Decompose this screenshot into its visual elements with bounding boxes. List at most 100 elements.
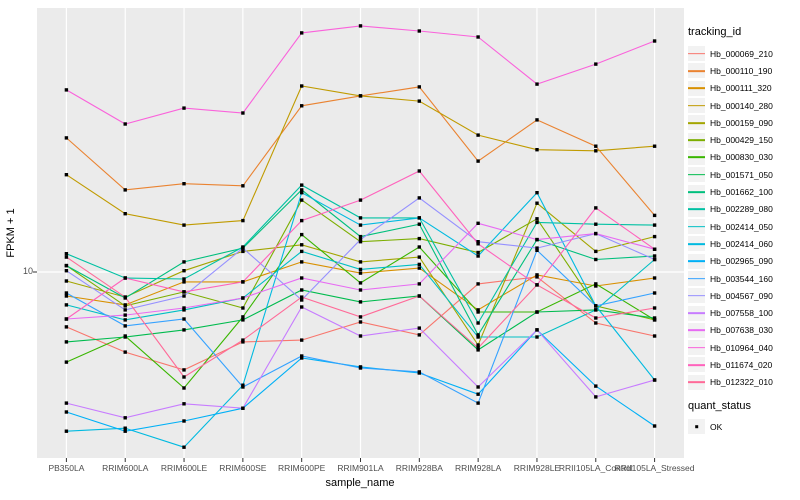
legend-line-icon	[688, 87, 705, 90]
legend-item: Hb_003544_160	[688, 270, 800, 287]
data-point	[594, 62, 598, 66]
data-point	[476, 240, 480, 244]
data-point	[300, 356, 304, 360]
legend-key	[688, 46, 705, 62]
data-point	[123, 276, 127, 280]
points-layer	[64, 24, 657, 449]
legend-line-icon	[688, 243, 705, 245]
data-point	[182, 106, 186, 110]
legend-key	[688, 374, 705, 390]
data-point	[652, 144, 657, 148]
data-point	[123, 350, 127, 354]
legend-key	[688, 115, 705, 131]
data-point	[652, 254, 657, 258]
data-point	[123, 426, 127, 430]
legend-line-icon	[688, 121, 705, 124]
data-point	[417, 216, 421, 220]
data-point	[123, 335, 127, 339]
data-point	[417, 85, 421, 89]
legend-label: Hb_000830_030	[710, 152, 773, 163]
legend-key	[688, 288, 705, 304]
quant-status-key	[688, 419, 705, 435]
data-point	[358, 320, 363, 324]
legend-label: Hb_000111_320	[710, 83, 772, 94]
data-point	[652, 334, 657, 338]
data-point	[535, 275, 539, 279]
data-point	[476, 221, 480, 225]
x-tick-label: RRIM600LE	[160, 463, 208, 473]
data-point	[300, 276, 304, 280]
legend-key	[688, 98, 705, 114]
data-point	[594, 149, 598, 153]
legend-label: Hb_004567_090	[710, 290, 773, 301]
data-point	[300, 183, 304, 187]
data-point	[535, 82, 539, 86]
data-point	[300, 305, 304, 309]
data-point	[182, 290, 186, 294]
legend-key	[688, 167, 705, 183]
legend-line-icon	[688, 208, 705, 211]
x-tick-label: RRIM600SE	[219, 463, 267, 473]
data-point	[241, 385, 245, 389]
data-point	[652, 213, 657, 218]
y-axis-title: FPKM + 1	[5, 208, 17, 258]
data-point	[535, 220, 539, 225]
data-point	[535, 118, 539, 122]
data-point	[535, 237, 539, 242]
data-point	[417, 294, 421, 298]
legend-item: Hb_002289_080	[688, 201, 800, 218]
data-point	[417, 266, 421, 270]
legend-key	[688, 271, 705, 286]
quant-status-label: OK	[710, 421, 723, 432]
data-point	[358, 223, 363, 227]
data-point	[241, 296, 245, 300]
legend-label: Hb_003544_160	[710, 273, 773, 284]
legend-item: Hb_012322_010	[688, 374, 800, 391]
data-point	[123, 313, 127, 317]
data-point	[241, 306, 245, 310]
legend-key	[688, 322, 705, 338]
x-tick-label: RRIM600PE	[278, 463, 326, 473]
data-point	[417, 99, 421, 103]
data-point	[182, 317, 186, 321]
legend-label: Hb_002414_050	[710, 221, 773, 232]
data-point	[123, 212, 127, 216]
data-point	[358, 288, 363, 292]
data-point	[417, 245, 421, 249]
legend-label: Hb_001571_050	[710, 169, 773, 180]
legend-key	[688, 132, 705, 148]
data-point	[123, 416, 127, 420]
data-point	[358, 237, 363, 242]
legend-line-icon	[688, 260, 705, 263]
data-point	[535, 273, 539, 277]
data-point	[241, 318, 245, 322]
data-point	[182, 308, 186, 312]
data-point	[476, 254, 480, 258]
legend-line-icon	[688, 329, 705, 332]
legend-key	[688, 149, 705, 165]
data-point	[64, 401, 69, 405]
legend-line-icon	[688, 364, 705, 366]
legend-label: Hb_000159_090	[710, 117, 773, 128]
data-point	[476, 282, 480, 286]
legend-key	[688, 63, 705, 79]
data-point	[300, 260, 304, 264]
legend-label: Hb_000110_190	[710, 65, 773, 76]
legend-line-icon	[688, 191, 705, 193]
data-point	[358, 281, 363, 285]
legend-key	[688, 340, 705, 356]
legend-item: Hb_000069_210	[688, 45, 800, 62]
data-point	[652, 291, 657, 295]
x-tick-label: RRII105LA_Stressed	[614, 463, 695, 473]
data-point	[300, 198, 304, 202]
data-point	[241, 218, 245, 223]
legend-key	[688, 357, 705, 373]
data-point	[300, 243, 304, 247]
data-point	[594, 395, 598, 399]
data-point	[64, 291, 69, 295]
legend-key	[688, 219, 705, 235]
legend-item: Hb_000830_030	[688, 149, 800, 166]
data-point	[594, 222, 598, 226]
data-point	[652, 234, 657, 239]
x-tick-label: RRIM901LA	[337, 463, 384, 473]
